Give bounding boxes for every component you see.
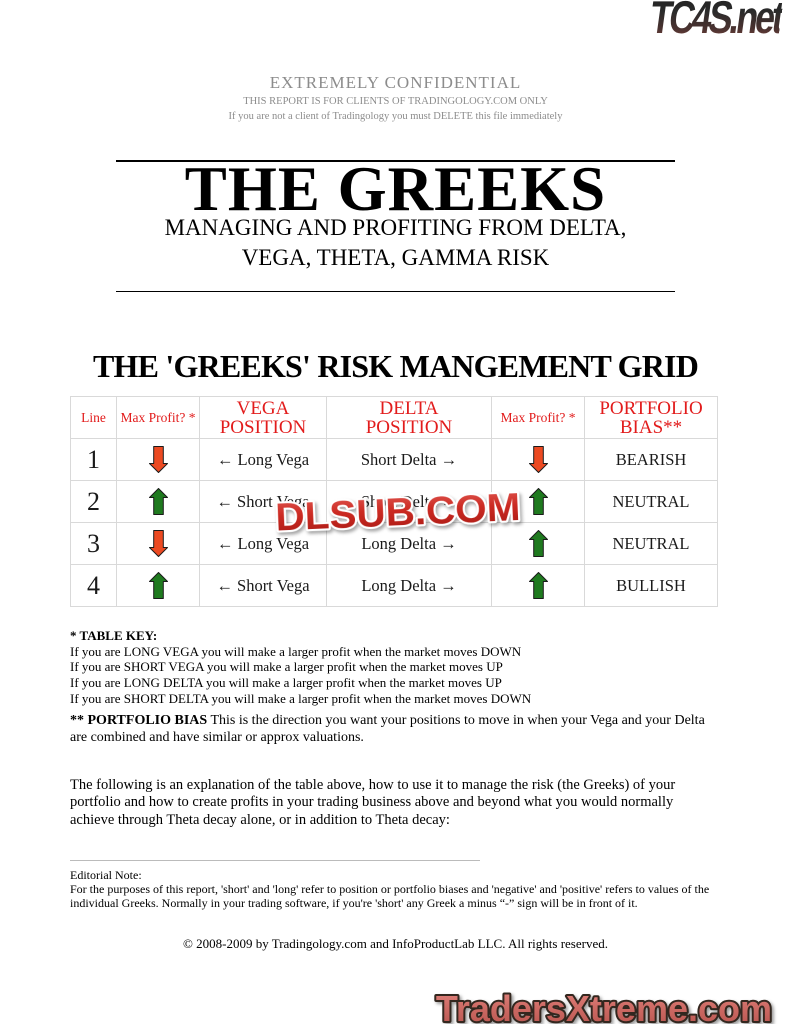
svg-text:DLSUB.COM: DLSUB.COM (275, 485, 522, 539)
svg-text:TradersXtreme.com: TradersXtreme.com (436, 988, 772, 1024)
